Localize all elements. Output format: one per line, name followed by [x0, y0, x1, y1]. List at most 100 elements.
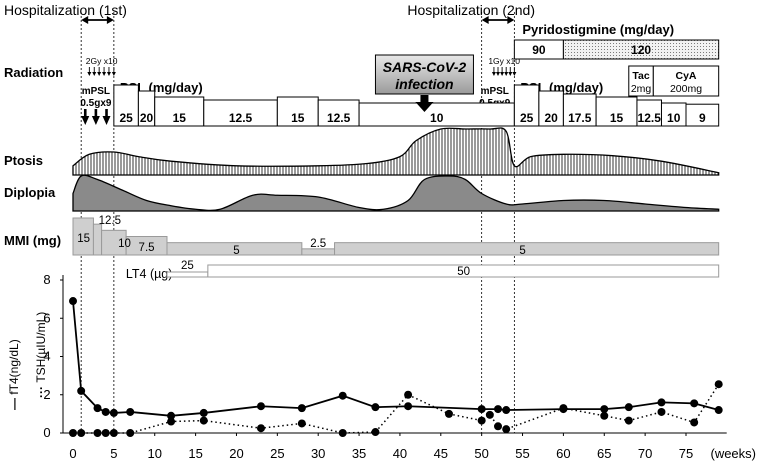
lt4-label: LT4 (µg): [126, 267, 173, 281]
arrowhead-left-2: [481, 16, 489, 24]
psl-bar: [113, 84, 139, 127]
series-point-tsh: [93, 429, 102, 437]
mmi-value-6: 2.5: [310, 238, 326, 250]
series-point-tsh: [404, 390, 413, 399]
arrowhead-right-1: [106, 16, 114, 24]
pyridostigmine-label: Pyridostigmine (mg/day): [522, 22, 674, 37]
psl-value-12: 12.5: [638, 111, 662, 125]
mmi-value-7: 5: [519, 245, 525, 257]
x-tick-label-55: 55: [515, 446, 529, 461]
series-point-ft4: [494, 405, 503, 414]
y-tick-label-2: 2: [43, 387, 50, 402]
pyridostigmine-bar-2: [562, 39, 720, 60]
psl-bar: [636, 99, 662, 127]
diplopia-area: [72, 174, 720, 212]
series-point-ft4: [657, 398, 666, 407]
series-point-tsh: [494, 422, 503, 431]
hospitalization-label-2: Hospitalization (2nd): [407, 2, 535, 18]
psl-value-14: 9: [699, 111, 706, 125]
series-point-ft4: [690, 399, 699, 408]
psl-bar: [154, 96, 205, 127]
covid-arrow: [415, 95, 434, 112]
psl-value-7: 10: [430, 111, 444, 125]
series-point-tsh: [657, 407, 666, 416]
mpsl-label-2: mPSL: [481, 86, 509, 97]
y-tick-label-6: 6: [43, 310, 50, 325]
series-point-ft4: [69, 297, 77, 306]
series-point-tsh: [297, 419, 306, 428]
immunosuppressant-drug-2: CyA: [675, 70, 696, 82]
series-point-ft4: [297, 404, 306, 413]
y-tick-label-4: 4: [43, 349, 50, 364]
x-tick-label-60: 60: [556, 446, 570, 461]
series-point-ft4: [101, 407, 110, 416]
series-point-tsh: [256, 424, 265, 433]
psl-value-8: 25: [520, 111, 534, 125]
radiation-arrowhead: [508, 72, 513, 76]
y-tick-label-8: 8: [43, 272, 50, 287]
psl-bar: [317, 99, 360, 127]
mmi-label: MMI (mg): [4, 233, 61, 248]
immunosuppressant-box-cya: [652, 65, 720, 97]
covid-box: [374, 54, 474, 95]
series-point-ft4: [126, 407, 135, 416]
series-point-ft4: [93, 404, 102, 413]
x-axis-label: (weeks): [710, 446, 756, 461]
immunosuppressant-dose-1: 2mg: [631, 83, 652, 95]
radiation-dose-2: 1Gy x10: [488, 56, 520, 66]
psl-bar: [203, 99, 278, 127]
series-point-ft4: [199, 408, 208, 417]
radiation-arrowhead: [92, 72, 97, 76]
mmi-value-4: 7.5: [139, 242, 155, 254]
mpsl-pulse-head: [102, 116, 111, 125]
series-point-ft4: [477, 405, 486, 414]
radiation-arrowhead: [512, 72, 517, 76]
series-point-tsh: [109, 429, 118, 437]
series-point-tsh: [714, 380, 723, 389]
series-point-ft4: [714, 406, 723, 415]
lt4-value-2: 50: [457, 266, 470, 278]
mmi-bar: [92, 223, 103, 256]
x-tick-label-5: 5: [110, 446, 117, 461]
radiation-arrowhead: [496, 72, 501, 76]
y-tick-label-0: 0: [43, 425, 50, 440]
radiation-label: Radiation: [4, 65, 63, 80]
legend-entry-2: ··· TSH(µIU/mL): [34, 312, 48, 398]
pyridostigmine-value-2: 120: [631, 43, 651, 57]
x-tick-label-10: 10: [147, 446, 161, 461]
radiation-arrowhead: [500, 72, 505, 76]
legend-label-2: TSH(µIU/mL): [34, 312, 48, 383]
ptosis-label: Ptosis: [4, 153, 43, 168]
x-tick-label-20: 20: [229, 446, 243, 461]
lt4-bar: [166, 271, 209, 278]
radiation-dose-1: 2Gy x10: [86, 56, 118, 66]
covid-label-line-2: infection: [395, 76, 453, 92]
psl-value-13: 10: [667, 111, 681, 125]
x-tick-label-25: 25: [270, 446, 284, 461]
immunosuppressant-box-tac: [628, 65, 654, 97]
hospitalization-label-1: Hospitalization (1st): [4, 2, 127, 18]
arrowhead-right-2: [507, 16, 515, 24]
series-point-tsh: [77, 429, 86, 437]
series-point-tsh: [600, 411, 609, 420]
series-point-tsh: [199, 416, 208, 425]
psl-bar: [538, 90, 564, 127]
legend-marker-1: —: [7, 395, 21, 410]
mpsl-pulse-head: [81, 116, 90, 125]
series-point-tsh: [338, 429, 347, 437]
series-point-ft4: [338, 391, 347, 400]
mmi-bar: [334, 242, 720, 256]
series-point-ft4: [371, 403, 380, 412]
diplopia-label: Diplopia: [4, 185, 56, 200]
psl-value-6: 12.5: [327, 111, 351, 125]
psl-value-3: 15: [173, 111, 187, 125]
radiation-arrowhead: [491, 72, 496, 76]
x-tick-label-75: 75: [679, 446, 693, 461]
series-point-ft4: [109, 408, 118, 417]
psl-value-9: 20: [544, 111, 558, 125]
series-point-tsh: [126, 429, 135, 437]
x-tick-label-30: 30: [311, 446, 325, 461]
series-point-ft4: [167, 411, 176, 420]
radiation-arrowhead: [102, 72, 107, 76]
mpsl-dose-1: 0.5gx9: [80, 98, 112, 109]
